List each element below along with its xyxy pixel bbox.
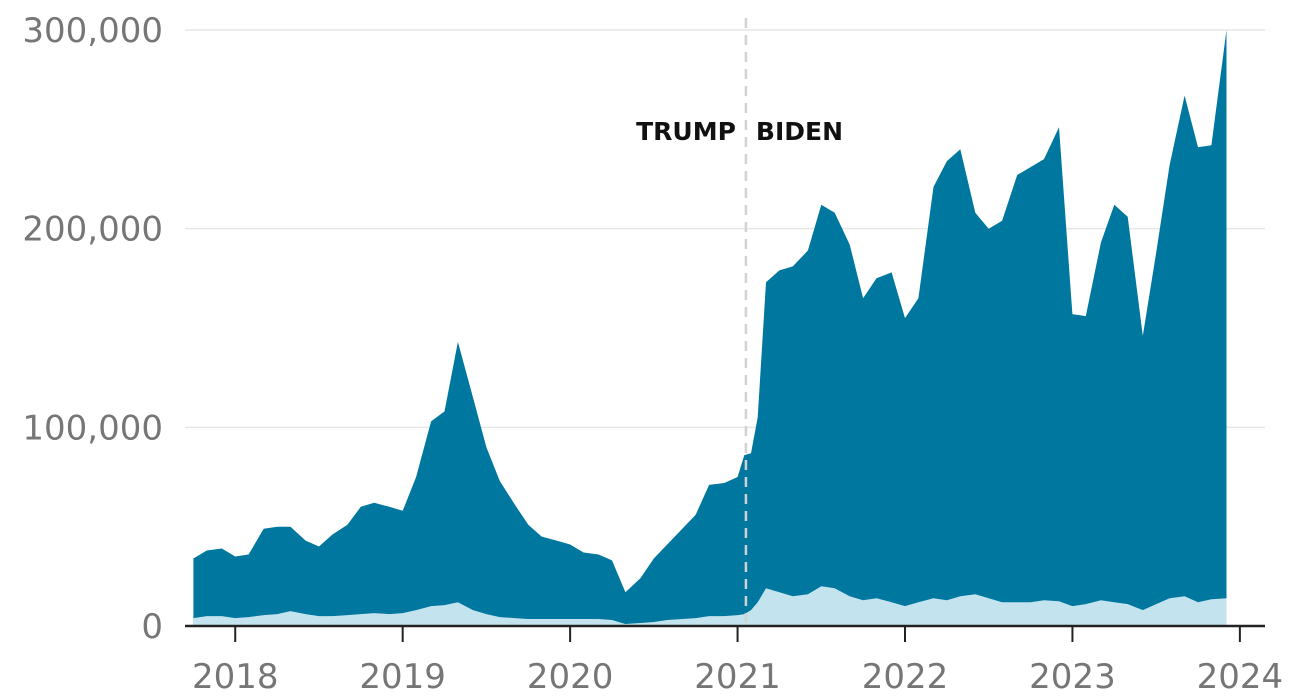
- annotation-trump: TRUMP: [636, 117, 736, 146]
- y-tick-label-100000: 100,000: [22, 408, 163, 448]
- x-tick-label-2024: 2024: [1197, 657, 1284, 696]
- area-series: [193, 30, 1227, 626]
- annotation-biden: BIDEN: [756, 117, 843, 146]
- area-lower: [193, 586, 1227, 626]
- y-tick-label-0: 0: [141, 607, 163, 647]
- x-tick-label-2020: 2020: [527, 657, 614, 696]
- x-tick-label-2022: 2022: [862, 657, 949, 696]
- x-tick-label-2023: 2023: [1029, 657, 1116, 696]
- y-tick-label-300000: 300,000: [22, 11, 163, 51]
- x-tick-label-2019: 2019: [359, 657, 446, 696]
- x-tick-label-2018: 2018: [192, 657, 279, 696]
- x-axis: 2018 2019 2020 2021 2022 2023 2024: [185, 624, 1284, 696]
- administration-divider: TRUMP BIDEN: [636, 18, 843, 626]
- y-axis-tick-labels: 0 100,000 200,000 300,000: [22, 11, 163, 647]
- x-tick-label-2021: 2021: [694, 657, 781, 696]
- area-total: [193, 30, 1227, 626]
- y-tick-label-200000: 200,000: [22, 210, 163, 250]
